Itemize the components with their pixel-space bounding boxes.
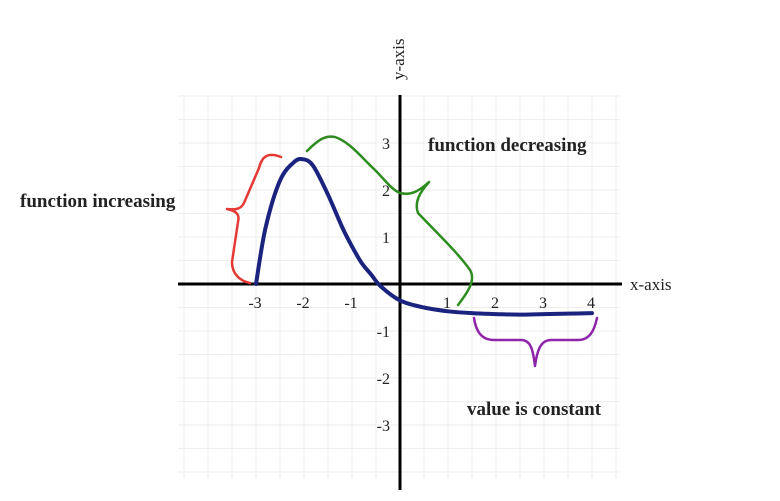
annotation-brace-1 [225,153,283,285]
x-axis-label: x-axis [630,275,672,294]
annotation-brace-2 [305,135,474,307]
axes [178,95,622,490]
y-tick-label: -1 [377,324,390,341]
annotation-label-3: value is constant [467,399,602,420]
x-tick-label: -3 [248,295,261,312]
x-tick-label: -2 [296,295,309,312]
series [254,156,594,317]
annotation-label-2: function decreasing [428,135,587,156]
x-tick-label: 1 [443,295,451,312]
annotation-labels: function increasing function decreasing va… [20,135,602,420]
y-tick-label: 1 [382,230,390,247]
y-tick-label: -3 [377,418,390,435]
x-tick-label: 2 [491,295,499,312]
x-tick-label: 3 [539,295,547,312]
y-tick-label: 2 [382,183,390,200]
annotation-braces [225,135,599,368]
tick-labels: x-axis y-axis -3 -2 -1 1 2 3 4 3 2 1 -1 -2 -3 [248,38,671,435]
y-tick-label: 3 [382,136,390,153]
x-tick-label: 4 [587,295,595,312]
annotation-brace-3 [472,316,599,368]
y-axis-label: y-axis [389,38,408,80]
y-tick-label: -2 [377,371,390,388]
annotation-label-1: function increasing [20,191,176,212]
series-line [254,156,594,317]
x-tick-label: -1 [344,295,357,312]
